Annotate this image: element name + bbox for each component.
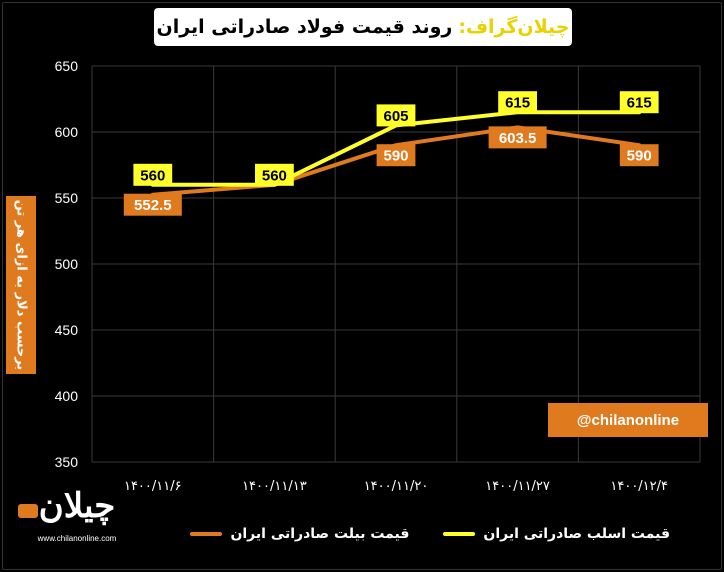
data-label-box	[488, 126, 547, 149]
watermark-handle: @chilanonline	[548, 403, 708, 437]
title-brand: چیلان‌گراف:	[458, 16, 570, 38]
y-tick-label: 600	[55, 124, 79, 140]
data-label: 590	[619, 144, 659, 167]
data-label-box	[619, 91, 659, 114]
y-axis-label-box	[6, 196, 36, 374]
data-label: 552.5	[123, 193, 182, 216]
data-label-box	[498, 91, 537, 114]
data-label-text: 552.5	[134, 197, 172, 214]
chilan-logo: چیلان www.chilanonline.com	[16, 486, 138, 550]
data-label-box	[376, 144, 416, 167]
legend-item-billet: قیمت بیلت صادراتی ایران	[190, 526, 409, 542]
data-label-text: 590	[383, 148, 408, 165]
legend: قیمت اسلب صادراتی ایران قیمت بیلت صادرات…	[190, 522, 670, 546]
x-tick-label: ۱۴۰۰/۱۱/۶	[124, 479, 182, 494]
data-label-box	[619, 144, 659, 167]
data-label-box	[133, 163, 173, 186]
data-label-text: 560	[262, 167, 287, 184]
data-label: 603.5	[488, 126, 547, 149]
data-label-text: 560	[140, 167, 165, 184]
legend-label-billet: قیمت بیلت صادراتی ایران	[230, 526, 410, 542]
data-label: 615	[498, 91, 537, 114]
data-label-text: 590	[627, 148, 652, 165]
data-label: 605	[376, 104, 416, 127]
data-label-box	[255, 163, 294, 186]
logo-mark: چیلان	[38, 486, 118, 526]
data-label: 615	[619, 91, 659, 114]
data-label: 560	[133, 163, 173, 186]
legend-swatch-slab	[443, 532, 476, 536]
data-label: 590	[376, 144, 416, 167]
data-label-text: 615	[627, 95, 652, 112]
data-label-box	[376, 104, 416, 127]
legend-label-slab: قیمت اسلب صادراتی ایران	[483, 526, 670, 542]
data-label-box	[123, 193, 182, 216]
title-text: روند قیمت فولاد صادراتی ایران	[156, 16, 453, 38]
data-label: 560	[255, 163, 294, 186]
y-tick-label: 550	[55, 190, 79, 206]
y-tick-label: 400	[55, 388, 79, 404]
data-label-text: 605	[383, 108, 408, 125]
x-tick-label: ۱۴۰۰/۱۱/۱۳	[242, 479, 307, 494]
x-tick-label: ۱۴۰۰/۱۱/۲۰	[364, 479, 429, 494]
logo-badge	[18, 504, 38, 518]
y-tick-label: 650	[55, 58, 79, 74]
data-label-text: 615	[505, 95, 530, 112]
x-tick-label: ۱۴۰۰/۱۱/۲۷	[485, 479, 550, 494]
y-tick-label: 500	[55, 256, 79, 272]
x-tick-label: ۱۴۰۰/۱۲/۴	[610, 479, 668, 494]
data-label-text: 603.5	[499, 130, 537, 147]
y-tick-label: 450	[55, 322, 79, 338]
legend-item-slab: قیمت اسلب صادراتی ایران	[443, 526, 670, 542]
logo-url: www.chilanonline.com	[37, 534, 117, 543]
chart-title: چیلان‌گراف: روند قیمت فولاد صادراتی ایرا…	[154, 8, 572, 46]
y-tick-label: 350	[55, 454, 79, 470]
legend-swatch-billet	[190, 532, 223, 536]
